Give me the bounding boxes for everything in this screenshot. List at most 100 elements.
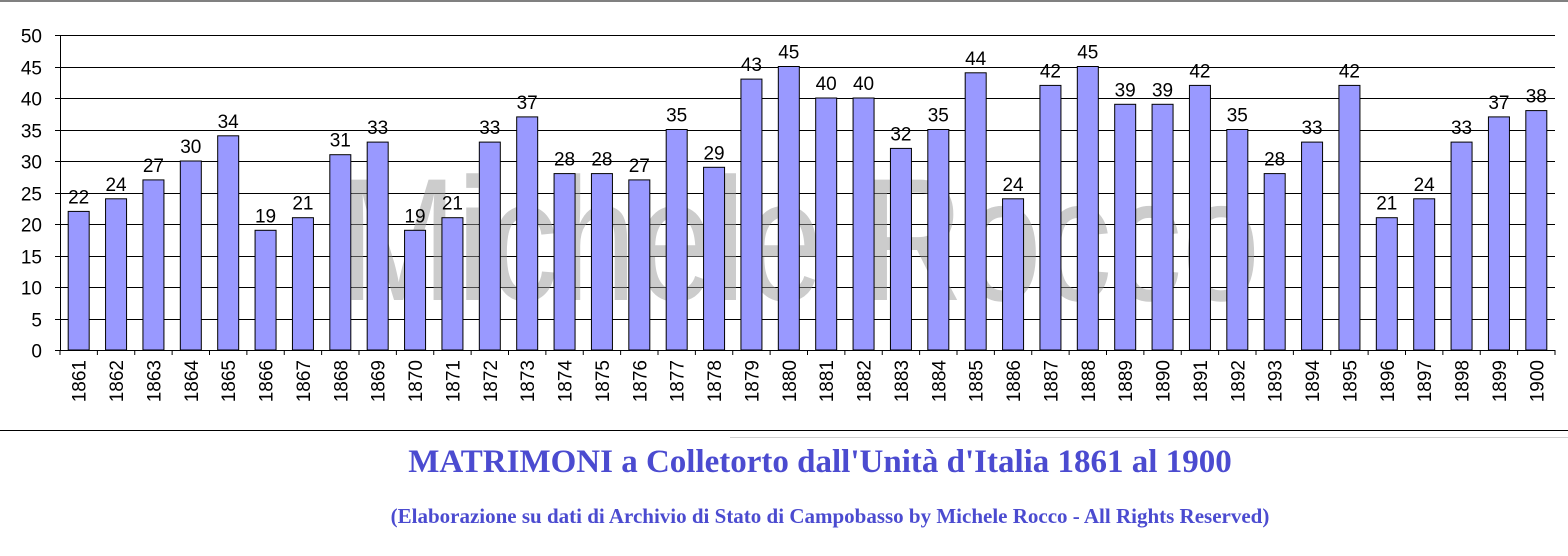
x-tick-label: 1890 — [1154, 360, 1175, 402]
y-tick-label: 30 — [21, 153, 42, 174]
x-tick-label: 1861 — [70, 360, 91, 402]
x-tick-label: 1881 — [817, 360, 838, 402]
x-tick-label: 1869 — [369, 360, 390, 402]
data-label: 45 — [1077, 43, 1098, 64]
x-tick-label: 1875 — [593, 360, 614, 402]
y-tick-label: 0 — [31, 342, 42, 363]
bar — [628, 179, 651, 351]
bar — [441, 217, 464, 351]
y-tick-label: 10 — [21, 279, 42, 300]
bar — [1375, 217, 1398, 351]
bar — [478, 141, 501, 351]
bar — [1039, 84, 1062, 351]
y-tick-label: 50 — [21, 27, 42, 48]
bar — [852, 97, 875, 351]
x-tick-label: 1883 — [892, 360, 913, 402]
x-tick-label: 1878 — [705, 360, 726, 402]
bar — [703, 166, 726, 351]
bar — [1301, 141, 1324, 351]
x-tick-label: 1894 — [1303, 360, 1324, 403]
data-label: 42 — [1040, 61, 1061, 82]
bar — [1413, 198, 1436, 351]
bar — [590, 173, 613, 351]
data-label: 38 — [1526, 87, 1547, 108]
x-tick-label: 1887 — [1041, 360, 1062, 402]
data-label: 21 — [1376, 194, 1397, 215]
data-label: 44 — [965, 49, 987, 70]
x-tick-label: 1885 — [967, 360, 988, 402]
y-tick-label: 40 — [21, 90, 42, 111]
x-tick-label: 1882 — [855, 360, 876, 402]
data-label: 28 — [591, 150, 612, 171]
data-label: 33 — [1451, 118, 1472, 139]
x-tick-label: 1896 — [1378, 360, 1399, 402]
x-tick-label: 1898 — [1453, 360, 1474, 402]
bar — [1002, 198, 1025, 351]
data-label: 29 — [703, 143, 724, 164]
y-tick-label: 45 — [21, 59, 42, 80]
data-label: 37 — [1488, 93, 1509, 114]
x-tick-label: 1900 — [1527, 360, 1548, 402]
y-tick-label: 15 — [21, 248, 42, 269]
data-label: 43 — [741, 55, 762, 76]
data-label: 27 — [629, 156, 650, 177]
x-tick-label: 1899 — [1490, 360, 1511, 402]
data-label: 24 — [1414, 175, 1436, 196]
data-label: 21 — [292, 194, 313, 215]
data-label: 19 — [255, 206, 276, 227]
data-label: 45 — [778, 43, 799, 64]
bar — [67, 210, 90, 351]
chart-subtitle: (Elaborazione su dati di Archivio di Sta… — [390, 504, 1270, 528]
bar — [105, 198, 128, 351]
data-label: 32 — [890, 124, 911, 145]
data-label: 40 — [816, 74, 837, 95]
x-tick-label: 1866 — [257, 360, 278, 402]
chart-bottom-border — [0, 430, 1568, 431]
bar — [366, 141, 389, 351]
data-label: 19 — [404, 206, 425, 227]
y-tick-label: 20 — [21, 216, 42, 237]
x-tick-label: 1862 — [107, 360, 128, 402]
y-tick-label: 5 — [31, 311, 42, 332]
x-tick-label: 1868 — [331, 360, 352, 402]
bar — [1338, 84, 1361, 351]
x-tick-label: 1872 — [481, 360, 502, 402]
data-label: 30 — [180, 137, 201, 158]
bar — [740, 78, 763, 351]
data-label: 33 — [479, 118, 500, 139]
data-label: 42 — [1189, 61, 1210, 82]
bar — [777, 66, 800, 351]
bar — [254, 229, 277, 351]
x-tick-label: 1893 — [1266, 360, 1287, 402]
data-label: 27 — [143, 156, 164, 177]
x-tick-label: 1877 — [668, 360, 689, 402]
data-label: 28 — [1264, 150, 1285, 171]
x-tick-label: 1895 — [1340, 360, 1361, 402]
x-tick-label: 1888 — [1079, 360, 1100, 402]
bar — [1188, 84, 1211, 351]
data-label: 24 — [105, 175, 127, 196]
bar — [1151, 103, 1174, 351]
x-tick-label: 1884 — [929, 360, 950, 403]
data-label: 37 — [517, 93, 538, 114]
bar — [329, 154, 352, 351]
y-tick-label: 25 — [21, 185, 42, 206]
bar — [927, 129, 950, 351]
bar — [1487, 116, 1510, 351]
data-label: 31 — [330, 131, 351, 152]
data-label: 34 — [218, 112, 240, 133]
data-label: 35 — [666, 106, 687, 127]
bar — [889, 147, 912, 351]
bar — [815, 97, 838, 351]
bar — [1450, 141, 1473, 351]
x-tick-label: 1873 — [518, 360, 539, 402]
bar — [665, 129, 688, 351]
data-label: 35 — [928, 106, 949, 127]
bar — [291, 217, 314, 351]
data-label: 35 — [1227, 106, 1248, 127]
x-tick-label: 1897 — [1415, 360, 1436, 402]
x-tick-label: 1867 — [294, 360, 315, 402]
bar — [404, 229, 427, 351]
data-label: 40 — [853, 74, 874, 95]
bar — [1263, 173, 1286, 351]
